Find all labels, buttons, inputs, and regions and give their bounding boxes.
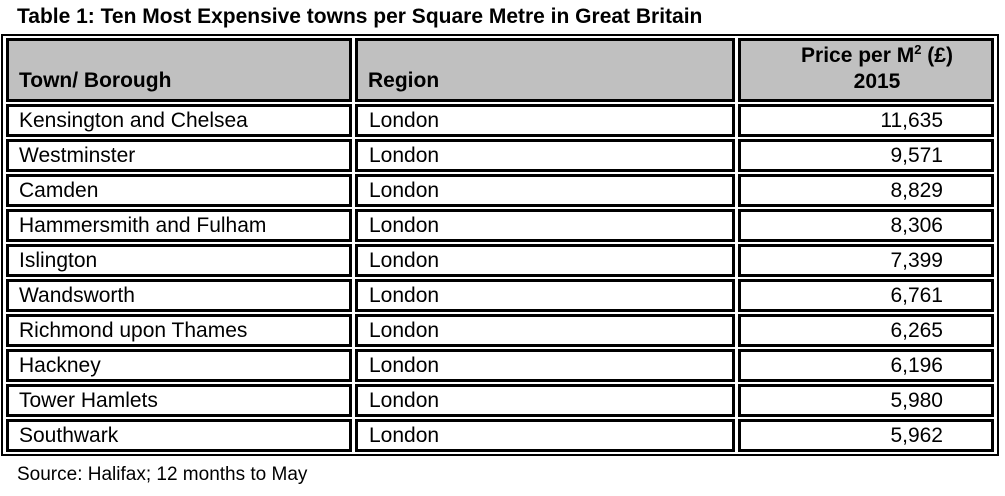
town-cell: Kensington and Chelsea bbox=[6, 104, 352, 137]
town-cell: Hackney bbox=[6, 349, 352, 382]
region-column-header: Region bbox=[355, 38, 735, 102]
table-row: Hackney London 6,196 bbox=[6, 349, 994, 382]
price-header-superscript: 2 bbox=[914, 42, 922, 57]
price-cell: 7,399 bbox=[738, 244, 994, 277]
region-cell: London bbox=[355, 314, 735, 347]
table-row: Kensington and Chelsea London 11,635 bbox=[6, 104, 994, 137]
region-cell: London bbox=[355, 139, 735, 172]
town-cell: Hammersmith and Fulham bbox=[6, 209, 352, 242]
town-cell: Wandsworth bbox=[6, 279, 352, 312]
price-cell: 6,761 bbox=[738, 279, 994, 312]
table-row: Hammersmith and Fulham London 8,306 bbox=[6, 209, 994, 242]
region-cell: London bbox=[355, 209, 735, 242]
source-note: Source: Halifax; 12 months to May bbox=[17, 464, 308, 485]
price-header-currency: (£) bbox=[921, 44, 953, 67]
region-cell: London bbox=[355, 104, 735, 137]
price-cell: 5,962 bbox=[738, 419, 994, 452]
table-header: Town/ Borough Region Price per M2 (£) 20… bbox=[6, 38, 994, 102]
region-cell: London bbox=[355, 279, 735, 312]
table-row: Wandsworth London 6,761 bbox=[6, 279, 994, 312]
page: Table 1: Ten Most Expensive towns per Sq… bbox=[0, 5, 1005, 486]
price-header-year: 2015 bbox=[853, 70, 901, 93]
table-row: Camden London 8,829 bbox=[6, 174, 994, 207]
price-header-text: Price per M bbox=[801, 44, 915, 67]
region-cell: London bbox=[355, 349, 735, 382]
table-row: Tower Hamlets London 5,980 bbox=[6, 384, 994, 417]
table-row: Southwark London 5,962 bbox=[6, 419, 994, 452]
price-cell: 6,196 bbox=[738, 349, 994, 382]
price-cell: 11,635 bbox=[738, 104, 994, 137]
town-cell: Camden bbox=[6, 174, 352, 207]
town-cell: Tower Hamlets bbox=[6, 384, 352, 417]
town-cell: Richmond upon Thames bbox=[6, 314, 352, 347]
region-cell: London bbox=[355, 244, 735, 277]
table-row: Westminster London 9,571 bbox=[6, 139, 994, 172]
price-cell: 8,306 bbox=[738, 209, 994, 242]
table-title: Table 1: Ten Most Expensive towns per Sq… bbox=[17, 5, 703, 28]
town-cell: Islington bbox=[6, 244, 352, 277]
price-cell: 6,265 bbox=[738, 314, 994, 347]
region-cell: London bbox=[355, 174, 735, 207]
town-cell: Southwark bbox=[6, 419, 352, 452]
table-row: Islington London 7,399 bbox=[6, 244, 994, 277]
price-column-header: Price per M2 (£) 2015 bbox=[738, 38, 994, 102]
town-cell: Westminster bbox=[6, 139, 352, 172]
price-cell: 8,829 bbox=[738, 174, 994, 207]
price-table: Town/ Borough Region Price per M2 (£) 20… bbox=[1, 34, 999, 456]
header-row: Town/ Borough Region Price per M2 (£) 20… bbox=[6, 38, 994, 102]
table-body: Kensington and Chelsea London 11,635 Wes… bbox=[6, 104, 994, 452]
region-cell: London bbox=[355, 419, 735, 452]
price-cell: 5,980 bbox=[738, 384, 994, 417]
region-cell: London bbox=[355, 384, 735, 417]
town-column-header: Town/ Borough bbox=[6, 38, 352, 102]
price-cell: 9,571 bbox=[738, 139, 994, 172]
table-row: Richmond upon Thames London 6,265 bbox=[6, 314, 994, 347]
